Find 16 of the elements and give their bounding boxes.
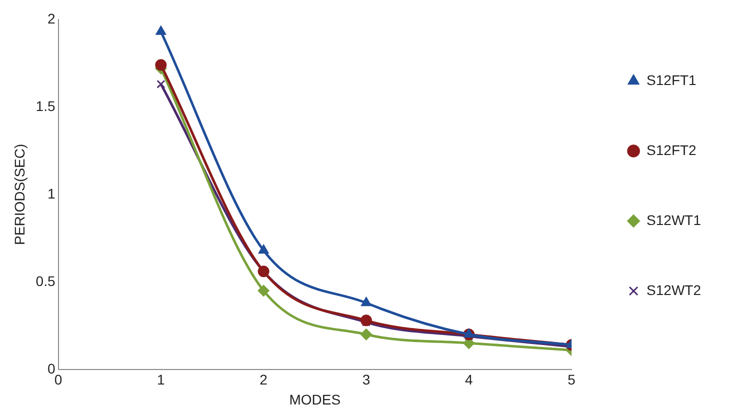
y-tick-label: 1.5 bbox=[36, 98, 56, 114]
legend-label: S12FT2 bbox=[646, 142, 697, 158]
legend-label: S12WT1 bbox=[646, 212, 702, 228]
y-tick-label: 0 bbox=[47, 360, 56, 376]
x-tick-label: 1 bbox=[157, 372, 166, 388]
x-tick-label: 2 bbox=[260, 372, 268, 388]
x-tick-label: 4 bbox=[464, 372, 473, 388]
y-tick-label: 0.5 bbox=[36, 272, 56, 289]
y-tick-label: 1 bbox=[47, 185, 56, 202]
legend-label: S12FT1 bbox=[646, 72, 697, 88]
legend-label: S12WT2 bbox=[646, 282, 702, 298]
y-axis-title: PERIODS(SEC) bbox=[11, 144, 28, 245]
x-axis-title: MODES bbox=[289, 391, 341, 408]
x-tick-label: 5 bbox=[568, 372, 576, 388]
y-tick-label: 2 bbox=[47, 10, 56, 26]
x-tick-label: 3 bbox=[362, 372, 370, 388]
